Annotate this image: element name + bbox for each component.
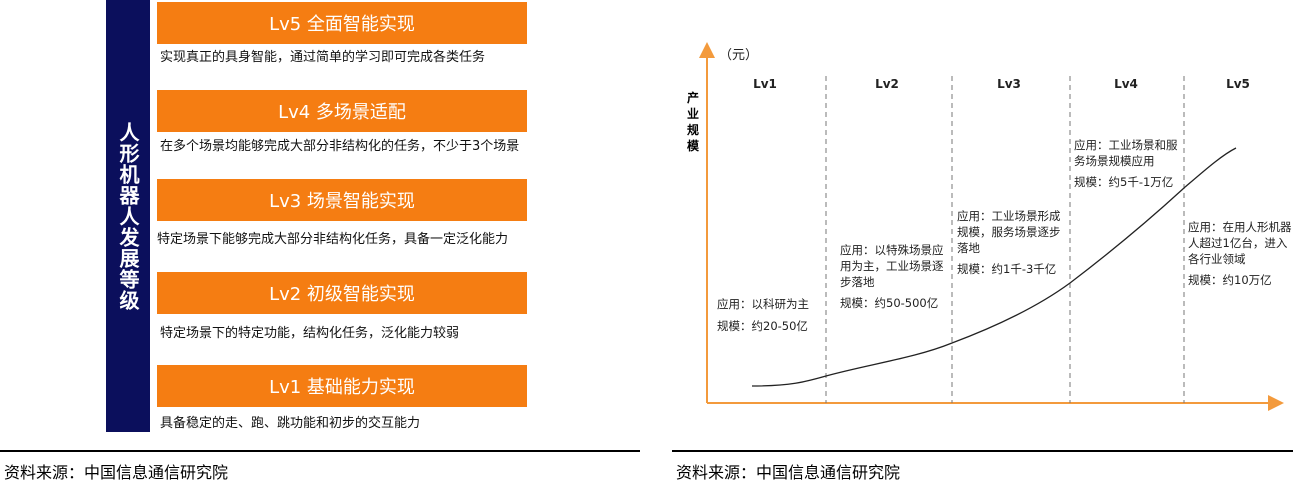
stage-2-scale: 规模：约50-500亿 bbox=[840, 296, 939, 310]
stage-3-app: 应用：工业场景形成规模，服务场景逐步落地 bbox=[957, 209, 1061, 255]
level-1-header: Lv1 基础能力实现 bbox=[157, 365, 527, 407]
stage-4-app: 应用：工业场景和服务场景规模应用 bbox=[1074, 138, 1178, 168]
stage-1-scale: 规模：约20-50亿 bbox=[717, 319, 808, 333]
stage-2-app: 应用：以特殊场景应用为主，工业场景逐步落地 bbox=[840, 243, 944, 289]
level-3-header: Lv3 场景智能实现 bbox=[157, 179, 527, 221]
stage-3-scale: 规模：约1千-3千亿 bbox=[957, 262, 1057, 276]
stage-1-app: 应用：以科研为主 bbox=[717, 297, 809, 311]
stage-4-scale: 规模：约5千-1万亿 bbox=[1074, 175, 1174, 189]
stage-label-lv2: Lv2 bbox=[875, 77, 899, 91]
stage-label-lv1: Lv1 bbox=[753, 77, 777, 91]
right-source: 资料来源：中国信息通信研究院 bbox=[676, 463, 901, 482]
stage-label-lv5: Lv5 bbox=[1226, 77, 1250, 91]
stage-1-annotation: 应用：以科研为主 规模：约20-50亿 bbox=[717, 296, 822, 334]
level-1-desc: 具备稳定的走、跑、跳功能和初步的交互能力 bbox=[160, 416, 421, 431]
left-divider bbox=[0, 450, 640, 452]
level-4-header: Lv4 多场景适配 bbox=[157, 90, 527, 132]
stage-4-annotation: 应用：工业场景和服务场景规模应用 规模：约5千-1万亿 bbox=[1074, 137, 1180, 190]
stage-label-lv4: Lv4 bbox=[1114, 77, 1138, 91]
level-4-desc: 在多个场景均能够完成大部分非结构化的任务，不少于3个场景 bbox=[160, 139, 520, 154]
level-2-header: Lv2 初级智能实现 bbox=[157, 272, 527, 314]
level-5-desc: 实现真正的具身智能，通过简单的学习即可完成各类任务 bbox=[160, 50, 486, 65]
y-label: 产业规模 bbox=[687, 91, 700, 153]
y-unit: （元） bbox=[719, 48, 759, 63]
stage-5-annotation: 应用：在用人形机器人超过1亿台，进入各行业领域 规模：约10万亿 bbox=[1188, 219, 1292, 288]
level-5-header: Lv5 全面智能实现 bbox=[157, 2, 527, 44]
stage-2-annotation: 应用：以特殊场景应用为主，工业场景逐步落地 规模：约50-500亿 bbox=[840, 242, 944, 311]
level-2-desc: 特定场景下的特定功能，结构化任务，泛化能力较弱 bbox=[160, 326, 460, 341]
left-source: 资料来源：中国信息通信研究院 bbox=[4, 463, 229, 482]
side-label: 人形机器人发展等级 bbox=[106, 0, 150, 432]
stage-5-app: 应用：在用人形机器人超过1亿台，进入各行业领域 bbox=[1188, 220, 1292, 266]
growth-curve bbox=[751, 147, 1237, 387]
stage-3-annotation: 应用：工业场景形成规模，服务场景逐步落地 规模：约1千-3千亿 bbox=[957, 208, 1061, 277]
side-label-text: 人形机器人发展等级 bbox=[116, 121, 140, 311]
level-3-desc: 特定场景下能够完成大部分非结构化任务，具备一定泛化能力 bbox=[157, 232, 509, 247]
right-divider bbox=[672, 450, 1293, 452]
stage-label-lv3: Lv3 bbox=[997, 77, 1021, 91]
stage-5-scale: 规模：约10万亿 bbox=[1188, 273, 1272, 287]
